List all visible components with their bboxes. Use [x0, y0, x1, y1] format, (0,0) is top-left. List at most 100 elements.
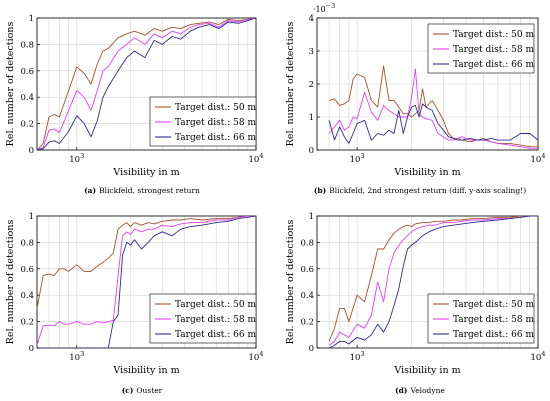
x-tick-label: 103 — [350, 350, 365, 363]
legend-entry: Target dist.: 58 m — [453, 315, 534, 325]
x-tick-base: 10 — [249, 155, 260, 165]
y-tick-label: 0.6 — [20, 265, 34, 275]
y-axis-label: Rel. number of detections — [285, 220, 296, 345]
y-tick-label: 0 — [29, 344, 34, 354]
x-axis-label: Visibility in m — [112, 167, 179, 178]
legend: Target dist.: 50 m Target dist.: 58 m Targ… — [149, 96, 256, 147]
caption-label: (b) — [314, 186, 326, 195]
y-tick-label: 1 — [309, 113, 314, 123]
series-line-3 — [328, 103, 538, 144]
legend-entry: Target dist.: 66 m — [453, 330, 534, 340]
legend: Target dist.: 50 m Target dist.: 58 m Targ… — [149, 293, 256, 344]
x-tick-label: 103 — [69, 350, 84, 363]
panel-caption: (d) Velodyne — [395, 386, 445, 395]
x-tick-base: 10 — [69, 353, 80, 363]
y-tick-label: 0.6 — [20, 67, 34, 77]
x-tick-base: 10 — [531, 353, 542, 363]
series-group — [328, 65, 538, 149]
x-tick-exponent: 4 — [259, 152, 263, 160]
series-line-1 — [37, 216, 256, 309]
caption-label: (a) — [84, 186, 96, 195]
y-tick-label: 1 — [29, 212, 34, 222]
legend-entry: Target dist.: 66 m — [175, 330, 256, 340]
caption-text: Ouster — [136, 386, 162, 395]
legend-entry: Target dist.: 58 m — [453, 45, 534, 55]
x-tick-exponent: 4 — [541, 152, 545, 160]
series-group — [328, 216, 538, 348]
y-tick-label: 0.6 — [300, 265, 314, 275]
y-axis-label: Rel. number of detections — [285, 22, 296, 147]
x-tick-base: 10 — [350, 353, 361, 363]
y-tick-label: 0.4 — [300, 291, 314, 301]
y-axis-label: Rel. number of detections — [5, 22, 16, 147]
series-line-2 — [37, 216, 256, 346]
y-axis-multiplier: ·10−3 — [313, 2, 335, 14]
series-line-1 — [37, 18, 256, 150]
caption-text: Blickfeld, strongest return — [99, 186, 200, 195]
legend-entry: Target dist.: 58 m — [175, 118, 256, 128]
caption-text: Blickfeld, 2nd strongest return (diff. y… — [329, 186, 526, 195]
y-tick-label: 4 — [309, 14, 314, 24]
y-tick-label: 0.8 — [20, 238, 34, 248]
y-tick-label: 1 — [29, 14, 34, 24]
x-tick-base: 10 — [531, 155, 542, 165]
x-tick-label: 104 — [249, 152, 264, 165]
series-line-3 — [37, 216, 256, 348]
x-tick-label: 103 — [350, 152, 365, 165]
y-tick-label: 0 — [309, 344, 314, 354]
x-tick-exponent: 3 — [360, 350, 364, 358]
x-tick-exponent: 3 — [360, 152, 364, 160]
x-tick-exponent: 3 — [80, 350, 84, 358]
x-tick-base: 10 — [69, 155, 80, 165]
y-multiplier-times: · — [313, 5, 316, 14]
x-tick-exponent: 4 — [259, 350, 263, 358]
y-tick-label: 3 — [309, 47, 314, 57]
chart-panel-3: 0 0.2 0.4 0.6 0.8 1 103 10 4 Visibility in m Rel. … — [5, 212, 263, 395]
series-group — [37, 216, 256, 348]
legend: Target dist.: 50 m Target dist.: 58 m Targ… — [427, 23, 534, 74]
y-tick-label: 0.2 — [300, 318, 314, 328]
legend-entry: Target dist.: 66 m — [175, 133, 256, 143]
series-line-2 — [328, 68, 538, 149]
series-line-3 — [37, 18, 256, 150]
x-tick-exponent: 3 — [80, 152, 84, 160]
panel-caption: (a) Blickfeld, strongest return — [84, 186, 200, 195]
x-tick-label: 103 — [69, 152, 84, 165]
legend: Target dist.: 50 m Target dist.: 58 m Targ… — [427, 293, 534, 344]
legend-entry: Target dist.: 50 m — [453, 300, 534, 310]
y-axis-label: Rel. number of detections — [5, 220, 16, 345]
caption-label: (d) — [395, 386, 407, 395]
plot-area-frame — [36, 215, 257, 349]
legend-entry: Target dist.: 50 m — [175, 103, 256, 113]
series-group — [37, 18, 256, 150]
x-tick-base: 10 — [350, 155, 361, 165]
y-tick-label: 0.2 — [20, 318, 34, 328]
legend-entry: Target dist.: 50 m — [453, 30, 534, 40]
panel-caption: (b) Blickfeld, 2nd strongest return (diff… — [314, 186, 526, 195]
x-tick-label: 104 — [531, 152, 546, 165]
caption-label: (c) — [122, 386, 134, 395]
legend-entry: Target dist.: 66 m — [453, 60, 534, 70]
series-line-3 — [328, 216, 538, 348]
plot-area-frame — [36, 17, 257, 151]
x-tick-exponent: 4 — [541, 350, 545, 358]
y-tick-label: 0.4 — [20, 93, 34, 103]
y-tick-label: 0 — [29, 146, 34, 156]
x-tick-label: 104 — [531, 350, 546, 363]
y-tick-label: 0 — [309, 146, 314, 156]
series-line-2 — [328, 216, 538, 346]
legend-entry: Target dist.: 58 m — [175, 315, 256, 325]
y-tick-label: 1 — [309, 212, 314, 222]
series-line-2 — [37, 18, 256, 150]
legend-entry: Target dist.: 50 m — [175, 300, 256, 310]
panel-caption: (c) Ouster — [122, 386, 163, 395]
plot-area-frame — [316, 215, 539, 349]
y-tick-label: 0.8 — [20, 40, 34, 50]
y-tick-label: 0.4 — [20, 291, 34, 301]
y-tick-label: 2 — [309, 80, 314, 90]
x-axis-label: Visibility in m — [393, 365, 460, 376]
x-axis-label: Visibility in m — [112, 365, 179, 376]
